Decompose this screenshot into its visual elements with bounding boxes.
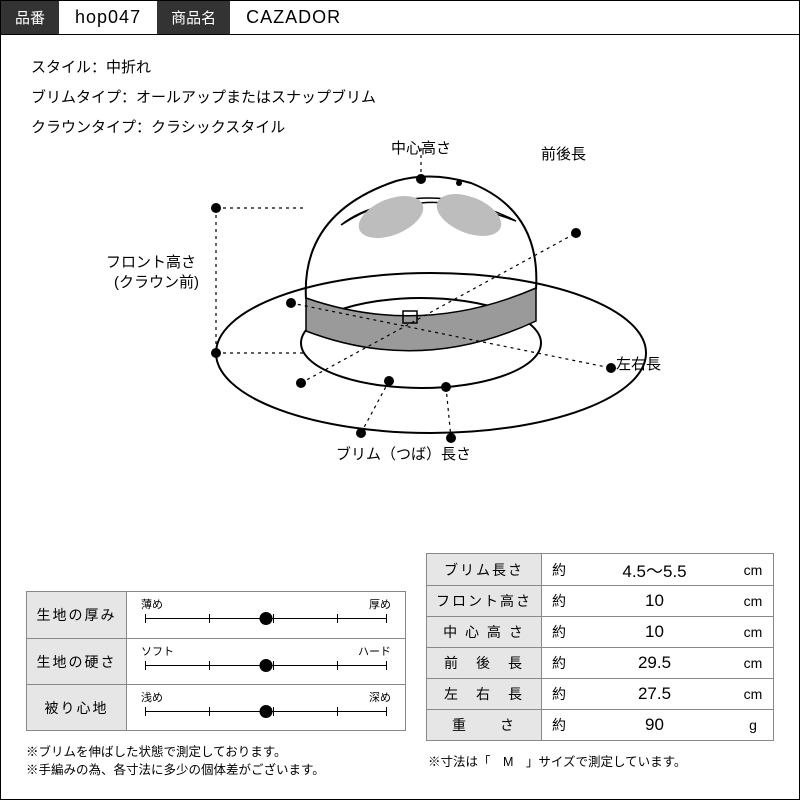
table-row: 中 心 高 さ 約 10 cm: [427, 616, 773, 647]
footnote-left-2: ※手編みの為、各寸法に多少の個体差がございます。: [26, 759, 325, 778]
info-header: 品番 hop047 商品名 CAZADOR: [1, 1, 799, 35]
label-front-height-2: (クラウン前): [114, 271, 199, 292]
label-brim-len: ブリム（つば）長さ: [336, 443, 471, 464]
slider-row: 生地の厚み 薄め厚め: [27, 592, 405, 638]
attribute-sliders: 生地の厚み 薄め厚め 生地の硬さ ソフトハード 被り心地 浅め深め: [26, 591, 406, 731]
code-value: hop047: [59, 1, 157, 34]
slider-dot: [260, 705, 273, 718]
slider-dot: [260, 612, 273, 625]
name-label: 商品名: [157, 1, 230, 34]
footnote-left-1: ※ブリムを伸ばした状態で測定しております。: [26, 741, 287, 760]
label-center-height: 中心高さ: [391, 137, 451, 158]
label-left-right: 左右長: [616, 353, 661, 374]
table-row: 左 右 長 約 27.5 cm: [427, 678, 773, 709]
slider-scale: ソフトハード: [127, 639, 405, 684]
measurements-table: ブリム長さ 約 4.5〜5.5 cm フロント高さ 約 10 cm 中 心 高 …: [426, 553, 774, 741]
spec-block: スタイル：中折れ ブリムタイプ：オールアップまたはスナップブリム クラウンタイプ…: [1, 35, 799, 143]
slider-label: 生地の厚み: [27, 592, 127, 638]
slider-row: 生地の硬さ ソフトハード: [27, 638, 405, 684]
slider-scale: 浅め深め: [127, 685, 405, 730]
table-row: 前 後 長 約 29.5 cm: [427, 647, 773, 678]
slider-label: 生地の硬さ: [27, 639, 127, 684]
hat-diagram: 中心高さ 前後長 フロント高さ (クラウン前) 左右長 ブリム（つば）長さ: [1, 143, 800, 473]
slider-row: 被り心地 浅め深め: [27, 684, 405, 730]
code-label: 品番: [1, 1, 59, 34]
table-row: ブリム長さ 約 4.5〜5.5 cm: [427, 554, 773, 585]
name-value: CAZADOR: [230, 1, 357, 34]
spec-style: スタイル：中折れ: [31, 53, 769, 83]
label-front-back: 前後長: [541, 143, 586, 164]
table-row: フロント高さ 約 10 cm: [427, 585, 773, 616]
table-row: 重 さ 約 90 g: [427, 709, 773, 740]
slider-scale: 薄め厚め: [127, 592, 405, 638]
slider-dot: [260, 659, 273, 672]
label-front-height-1: フロント高さ: [106, 251, 196, 272]
spec-brimtype: ブリムタイプ：オールアップまたはスナップブリム: [31, 83, 769, 113]
footnote-right: ※寸法は「 M 」サイズで測定しています。: [428, 751, 686, 770]
slider-label: 被り心地: [27, 685, 127, 730]
